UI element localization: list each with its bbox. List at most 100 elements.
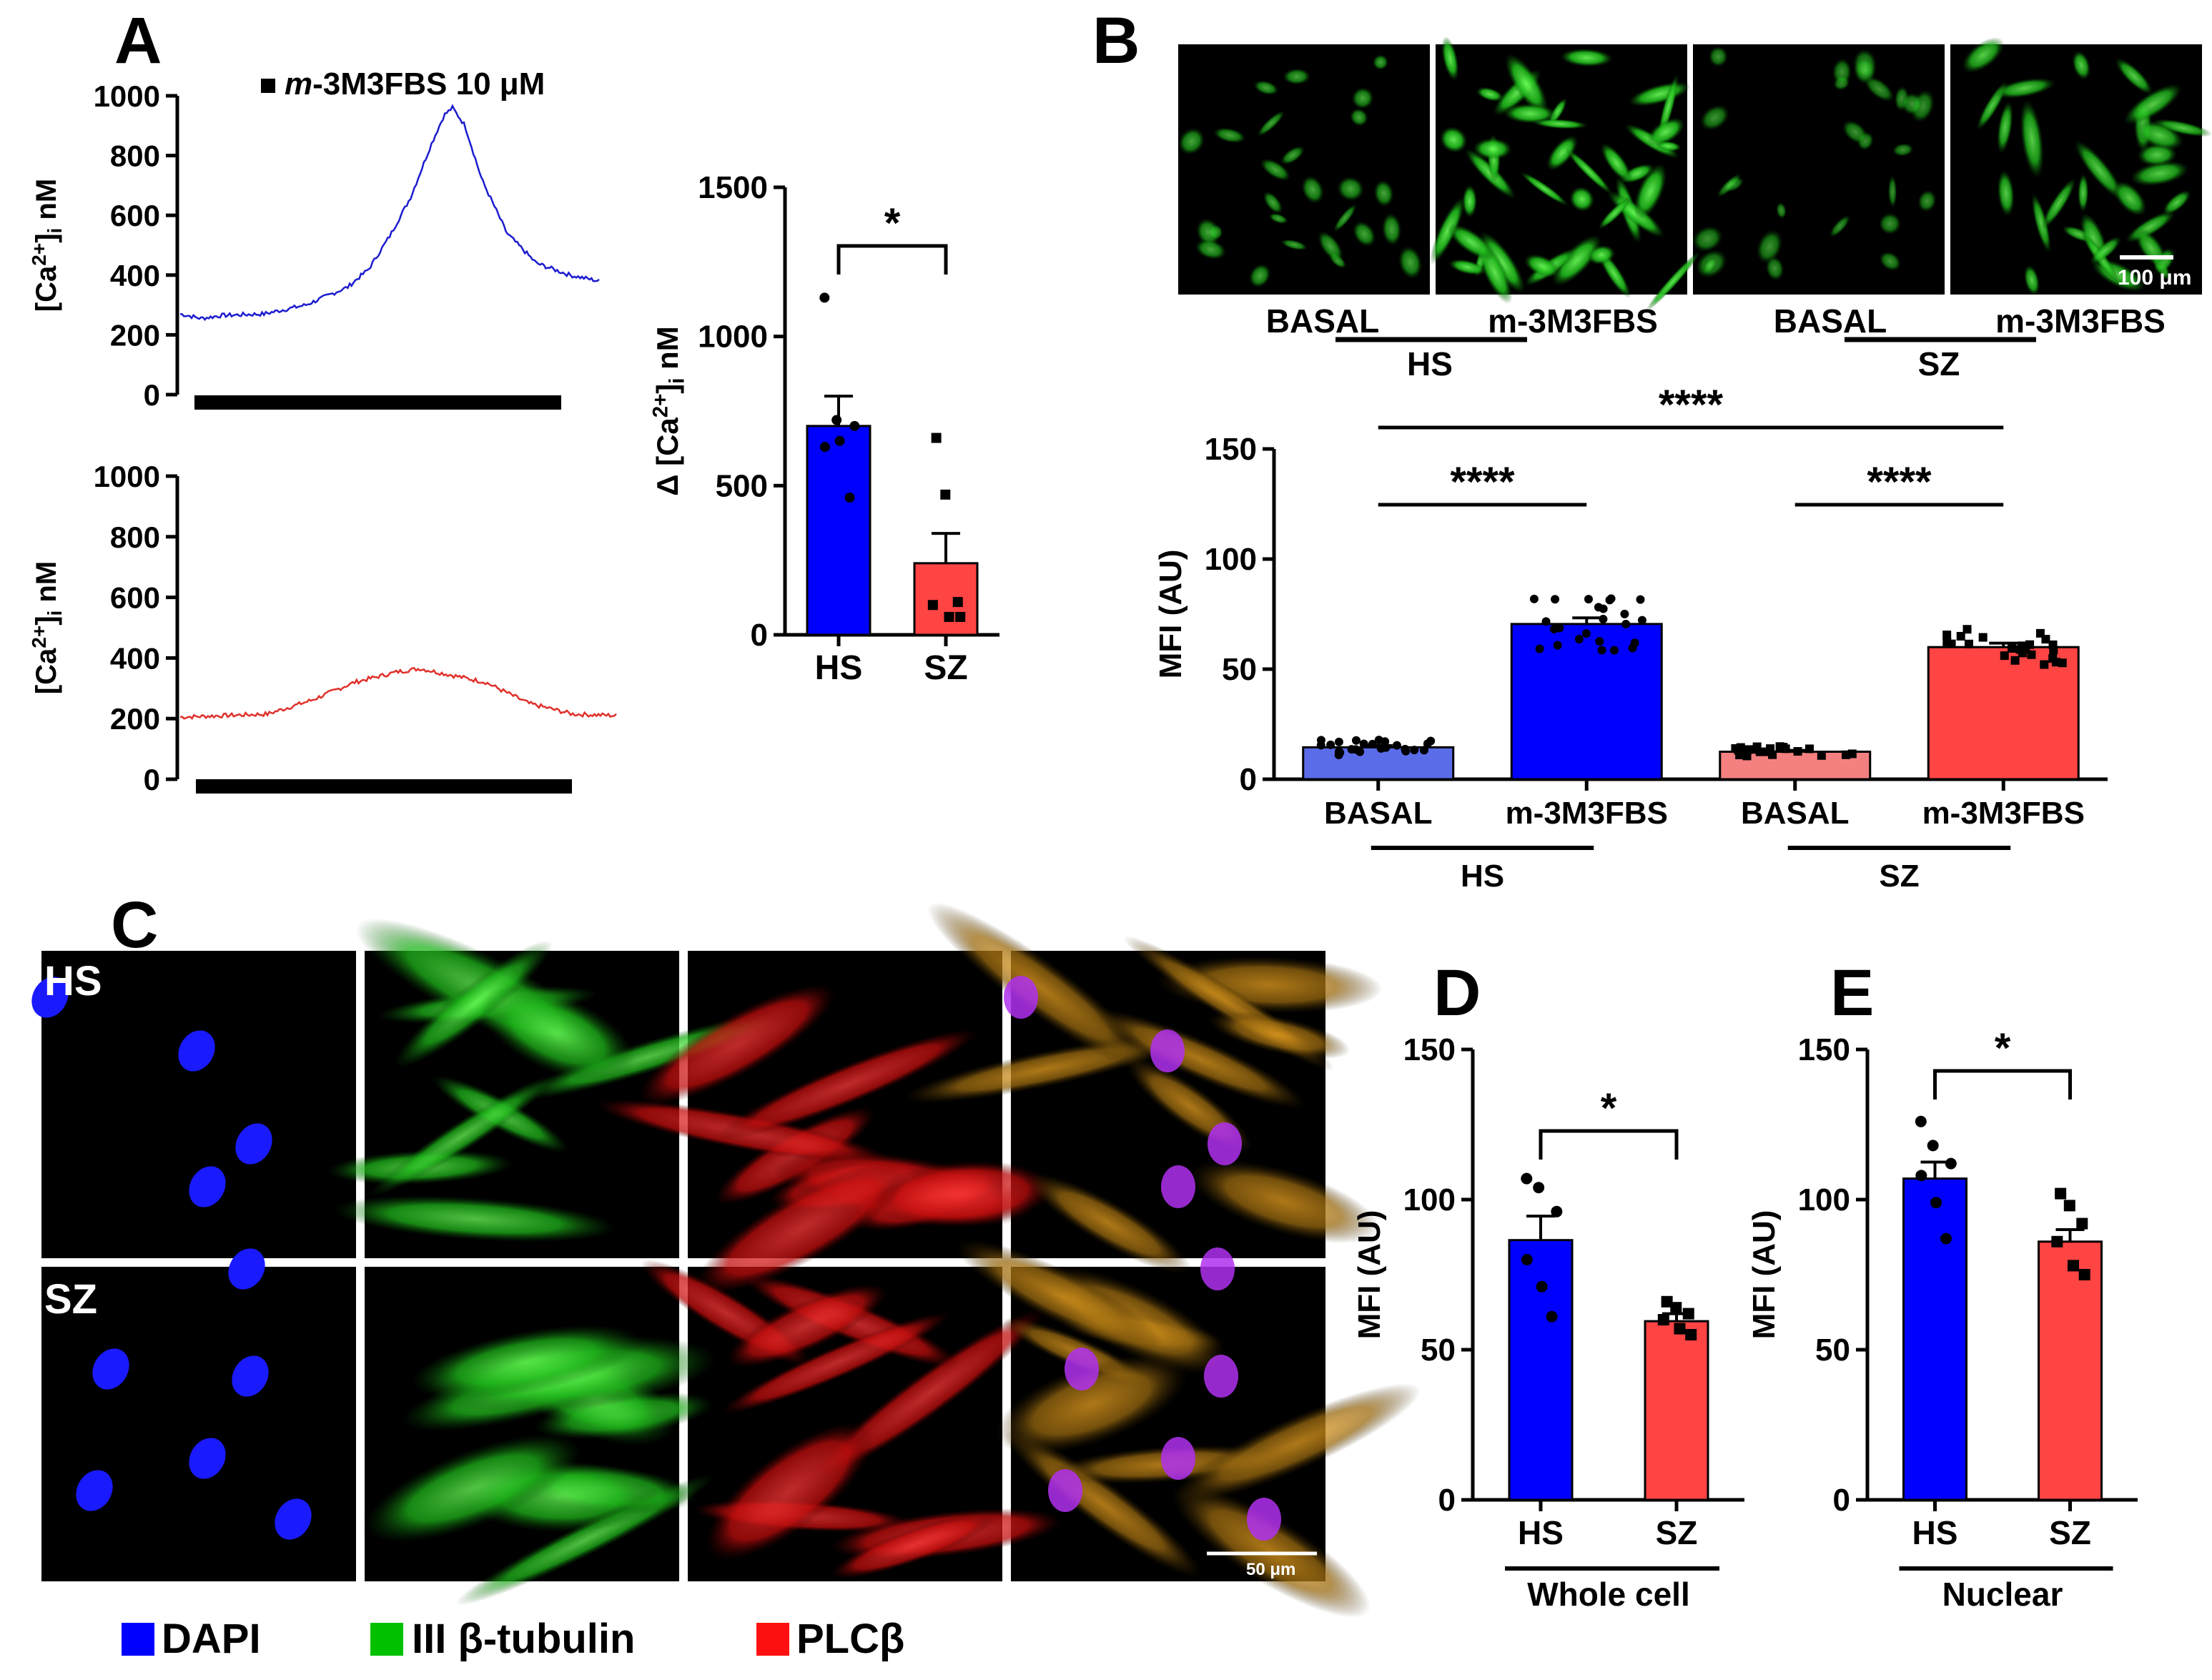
data-point (1930, 1197, 1942, 1209)
cell-shape (2020, 99, 2044, 179)
cell-shape (1263, 191, 1283, 214)
data-point (1630, 638, 1639, 648)
cell-shape (1524, 254, 1560, 278)
cell-shape (1381, 212, 1402, 246)
significance-label: * (1601, 1085, 1617, 1132)
data-point (1942, 631, 1952, 640)
data-point (2010, 656, 2020, 665)
x-tick-label: SZ (924, 649, 967, 687)
cell-shape (2074, 140, 2124, 200)
data-point (1636, 595, 1645, 604)
cell-shape (1634, 163, 1667, 220)
x-tick-label: m-3M3FBS (1922, 796, 2085, 831)
cell-shape (1565, 148, 1613, 194)
data-point (1962, 625, 1972, 634)
cell-shape (1646, 117, 1685, 147)
cell-shape (1532, 119, 1589, 129)
nucleus-merge (1065, 1348, 1099, 1390)
data-point (1595, 637, 1604, 646)
cell-shape (1997, 101, 2013, 154)
y-tick-label: 0 (751, 618, 768, 653)
cell-shape (411, 1325, 643, 1399)
data-point (834, 435, 845, 446)
legend-tubulin-label: III β-tubulin (412, 1616, 635, 1662)
cell-shape (1213, 127, 1246, 144)
data-point (1551, 1205, 1563, 1217)
cell-shape (870, 1160, 1055, 1227)
data-point (1581, 629, 1591, 638)
data-point (1529, 594, 1539, 603)
y-tick-label: 500 (716, 468, 768, 503)
data-point (1927, 1140, 1939, 1152)
data-point (940, 489, 951, 500)
cell-shape (1260, 158, 1291, 182)
data-point (1620, 609, 1629, 618)
cell-shape (1776, 202, 1787, 219)
x-tick-label: BASAL (1324, 796, 1433, 831)
nucleus-merge (1247, 1498, 1281, 1541)
cell-shape (394, 940, 553, 1068)
cell-shape (2072, 50, 2091, 80)
cell-shape (1351, 87, 1374, 109)
cell-shape (365, 1434, 581, 1543)
data-point (1351, 736, 1361, 745)
nucleus-merge (1161, 1165, 1195, 1208)
cell-shape (1560, 48, 1614, 67)
cell-shape (726, 1283, 887, 1368)
cell-shape (1398, 246, 1423, 280)
x-tick-label: m-3M3FBS (1506, 796, 1668, 831)
significance-label: **** (1659, 382, 1724, 428)
data-point (1555, 623, 1564, 633)
y-tick-label: 400 (110, 259, 160, 292)
data-point (2055, 1187, 2067, 1200)
data-point (1599, 615, 1608, 624)
data-point (927, 600, 938, 611)
cell-shape (1208, 1011, 1351, 1059)
bar-chart-d: 0 50 100 150 MFI (AU) HS SZ * Whole cell (1352, 1032, 1744, 1613)
data-point (1755, 747, 1764, 756)
cell-shape (1476, 87, 1504, 102)
panel-letter-a: A (114, 4, 162, 77)
cell-shape (2031, 193, 2051, 253)
cell-shape (1962, 37, 2005, 73)
data-point (1334, 737, 1343, 746)
data-point (1742, 745, 1751, 754)
cell-shape (1993, 77, 2056, 99)
cell-shape (1447, 224, 1496, 261)
cell-shape (1373, 54, 1388, 71)
data-point (1978, 633, 1988, 642)
cell-shape (1900, 92, 1924, 116)
cell-shape (2115, 58, 2153, 95)
cell-shape (1248, 263, 1271, 288)
nucleus-merge (1200, 1247, 1235, 1290)
cell-shape (1717, 173, 1742, 198)
data-point (1956, 631, 1965, 641)
cell-shape (1004, 1431, 1203, 1579)
y-tick-label: 1000 (94, 79, 160, 113)
y-tick-label: 200 (110, 318, 160, 352)
data-point (1533, 1182, 1545, 1194)
data-point (1316, 741, 1325, 750)
cell-shape (1520, 172, 1569, 206)
cell-shape (1878, 212, 1902, 235)
data-point (1535, 644, 1544, 653)
micro-group-sz: SZ (1918, 345, 1960, 382)
nucleus (76, 1470, 113, 1511)
data-point (2051, 1235, 2063, 1247)
data-point (1521, 1172, 1533, 1185)
cell-shape (1699, 104, 1729, 131)
data-point (2040, 660, 2049, 669)
data-point (1609, 646, 1619, 655)
data-point (1392, 741, 1401, 750)
bar-hs-0 (806, 425, 872, 636)
y-tick-label: 600 (110, 199, 160, 232)
data-point (1359, 739, 1368, 748)
cell-shape (370, 1075, 555, 1197)
x-tick-label: SZ (1656, 1514, 1698, 1551)
y-tick-label: 800 (110, 520, 160, 554)
nucleus (275, 1498, 312, 1540)
cell-shape (1441, 36, 1459, 81)
micrograph-sz-basal (1693, 44, 1945, 295)
panel-letter-d: D (1433, 957, 1481, 1029)
significance-label: * (1995, 1025, 2011, 1072)
